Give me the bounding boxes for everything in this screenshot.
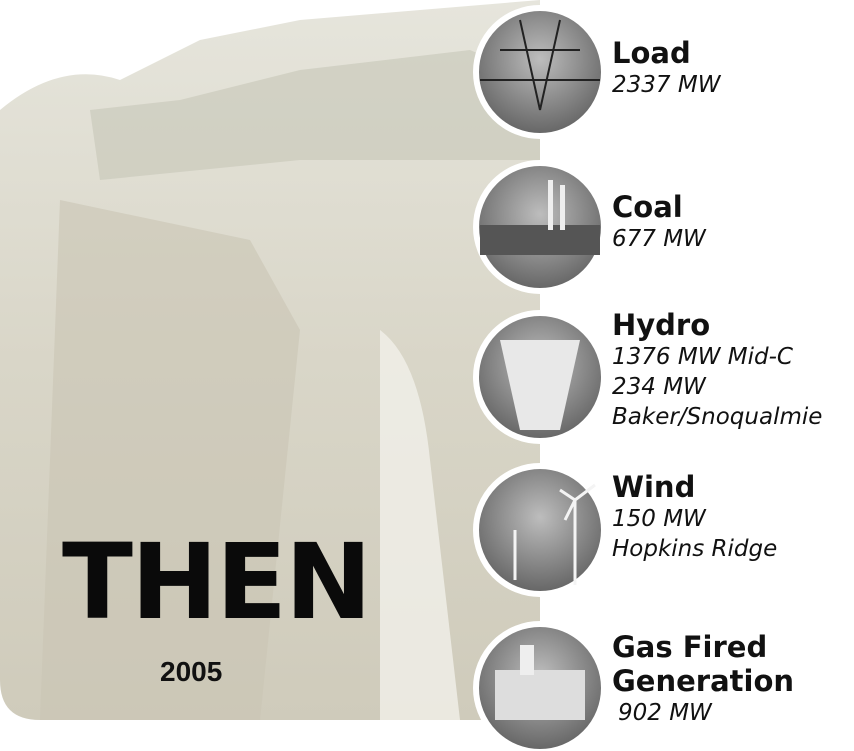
load-icon bbox=[476, 8, 604, 136]
title: THEN bbox=[62, 530, 370, 634]
item-label: Gas Fired bbox=[612, 630, 794, 664]
item-detail: Generation bbox=[612, 664, 794, 698]
icons bbox=[476, 8, 604, 751]
year: 2005 bbox=[160, 656, 222, 688]
wind-icon bbox=[476, 466, 604, 594]
item-label: Wind bbox=[612, 470, 777, 504]
item-detail: Hopkins Ridge bbox=[612, 534, 777, 564]
item-detail: 150 MW bbox=[612, 504, 777, 534]
slide: THEN 2005 Load2337 MW Coal677 MW Hydro1376… bbox=[0, 0, 854, 751]
item-label: Load bbox=[612, 36, 720, 70]
item-detail: Baker/Snoqualmie bbox=[612, 402, 822, 432]
item-label: Coal bbox=[612, 190, 706, 224]
item-detail: 902 MW bbox=[612, 698, 794, 728]
item-detail: 234 MW bbox=[612, 372, 822, 402]
item-label: Hydro bbox=[612, 308, 822, 342]
item-detail: 677 MW bbox=[612, 224, 706, 254]
item-detail: 1376 MW Mid-C bbox=[612, 342, 822, 372]
item-detail: 2337 MW bbox=[612, 70, 720, 100]
